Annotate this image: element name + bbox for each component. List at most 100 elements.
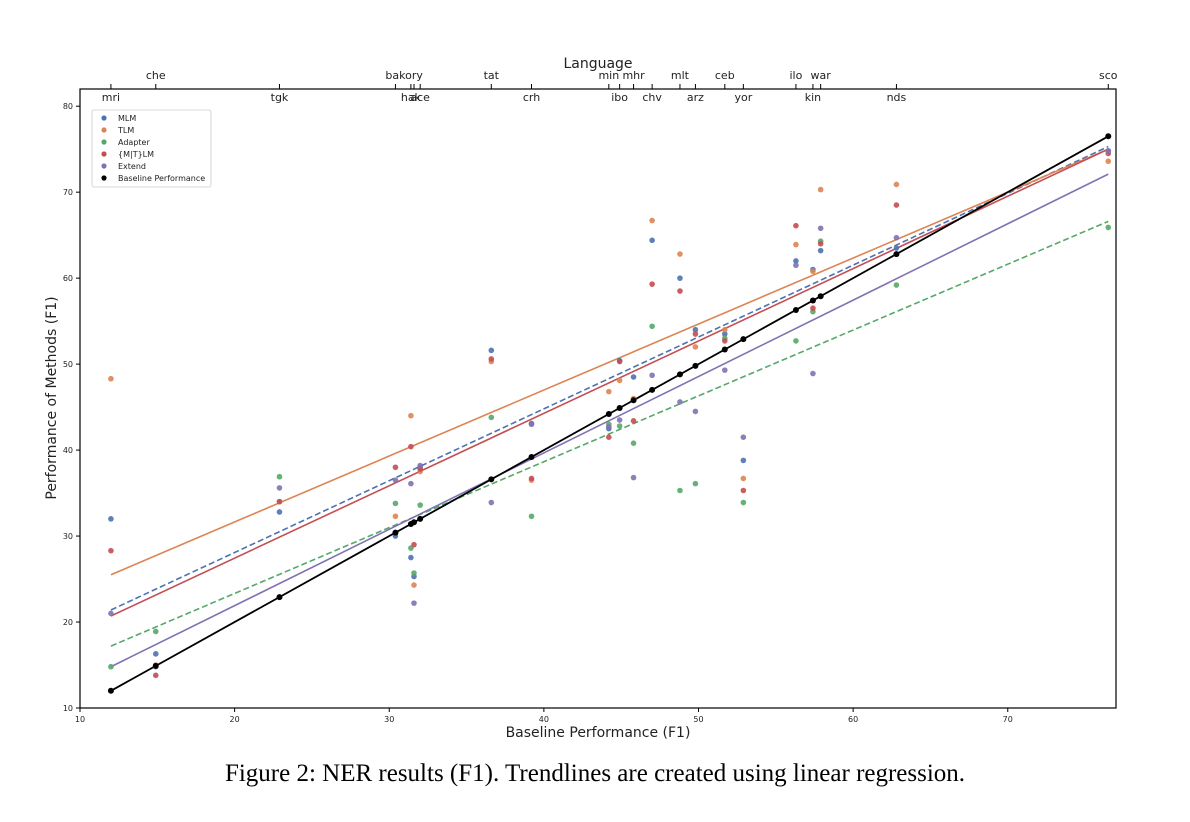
data-point	[108, 610, 114, 617]
data-point	[692, 326, 699, 333]
plot-frame	[79, 88, 1117, 709]
y-tick-label: 50	[63, 360, 73, 369]
y-tick-label: 40	[63, 446, 73, 455]
data-point	[616, 423, 623, 429]
y-axis-label: Performance of Methods (F1)	[44, 296, 60, 499]
legend-marker	[101, 163, 107, 169]
ner-chart: 10 20 30 40 50 60 70 10 20 30 40 50 60 70 80 mri che tgk b…	[44, 56, 1118, 741]
data-point	[721, 331, 728, 337]
axes-layer: 10 20 30 40 50 60 70 10 20 30 40 50 60 70 80 mri che tgk b…	[63, 69, 1118, 724]
data-point	[606, 388, 612, 395]
y-tick-label: 60	[63, 274, 73, 283]
y-tick-label: 80	[63, 102, 73, 111]
language-tick-label: ibo	[611, 91, 628, 104]
data-point	[740, 475, 747, 482]
legend-label: Adapter	[118, 138, 150, 147]
data-point	[649, 217, 655, 224]
data-point	[108, 663, 114, 670]
y-tick-label: 70	[63, 188, 73, 197]
data-point	[893, 181, 900, 188]
data-point	[107, 687, 114, 694]
data-point	[692, 331, 699, 337]
data-point	[893, 282, 900, 288]
language-tick-label: tat	[484, 69, 500, 82]
data-point	[410, 519, 417, 526]
x-tick-label: 60	[848, 715, 858, 724]
data-point	[276, 594, 283, 601]
data-point	[649, 237, 655, 244]
data-point	[408, 443, 414, 450]
data-point	[392, 500, 399, 507]
language-tick-label: mri	[102, 91, 120, 104]
data-point	[630, 474, 637, 481]
top-axis-label: Language	[563, 56, 632, 72]
legend-label: MLM	[118, 114, 136, 123]
data-point	[1105, 158, 1112, 165]
trendline	[110, 145, 1109, 611]
data-point	[692, 408, 699, 415]
legend-marker	[101, 127, 107, 133]
data-point	[152, 651, 159, 657]
data-point	[606, 434, 612, 440]
data-point	[810, 305, 816, 312]
data-point	[616, 404, 623, 411]
data-point	[793, 258, 799, 264]
data-point	[740, 336, 747, 343]
data-point	[411, 600, 417, 606]
data-point	[616, 417, 623, 423]
data-point	[108, 547, 114, 554]
data-point	[721, 346, 728, 353]
data-point	[630, 418, 637, 424]
language-tick-label: bak	[385, 69, 406, 82]
data-point	[817, 240, 824, 247]
y-tick-label: 20	[63, 618, 73, 627]
y-tick-label: 30	[63, 532, 73, 541]
x-axis-label: Baseline Performance (F1)	[506, 725, 691, 741]
data-point	[276, 485, 283, 491]
x-tick-label: 70	[1003, 715, 1013, 724]
language-tick-label: min	[598, 69, 619, 82]
legend-label: Extend	[118, 162, 146, 171]
data-point	[630, 397, 637, 404]
data-point	[649, 386, 656, 393]
trendline	[110, 148, 1109, 617]
language-tick-label: nds	[887, 91, 907, 104]
data-point	[793, 338, 799, 344]
data-point	[152, 628, 159, 635]
data-point	[809, 297, 816, 304]
data-point	[392, 529, 399, 536]
data-point	[692, 362, 699, 369]
data-point	[1105, 148, 1112, 154]
data-point	[677, 288, 683, 294]
data-point	[417, 462, 423, 469]
data-point	[411, 541, 417, 548]
data-point	[411, 582, 417, 588]
data-point	[1105, 133, 1112, 140]
data-point	[276, 509, 283, 515]
data-point	[408, 480, 414, 487]
data-point	[276, 473, 283, 480]
data-point	[606, 424, 612, 430]
data-point	[392, 477, 399, 483]
data-point	[810, 268, 816, 275]
language-tick-label: mhr	[622, 69, 645, 82]
trendline	[110, 148, 1109, 576]
x-tick-label: 30	[384, 715, 394, 724]
legend-label: {M|T}LM	[118, 150, 154, 159]
data-point	[630, 374, 637, 380]
trendline	[110, 173, 1109, 668]
data-point	[649, 372, 655, 379]
legend-marker	[101, 175, 107, 181]
language-tick-label: yor	[734, 91, 752, 104]
legend-label: Baseline Performance	[118, 174, 205, 183]
data-point	[893, 251, 900, 258]
data-point	[488, 414, 495, 421]
data-point	[276, 498, 283, 505]
data-point	[488, 356, 495, 362]
data-point	[677, 275, 683, 281]
data-point	[108, 375, 114, 382]
data-point	[740, 457, 747, 464]
language-tick-label: ory	[405, 69, 423, 82]
language-tick-label: war	[811, 69, 832, 82]
